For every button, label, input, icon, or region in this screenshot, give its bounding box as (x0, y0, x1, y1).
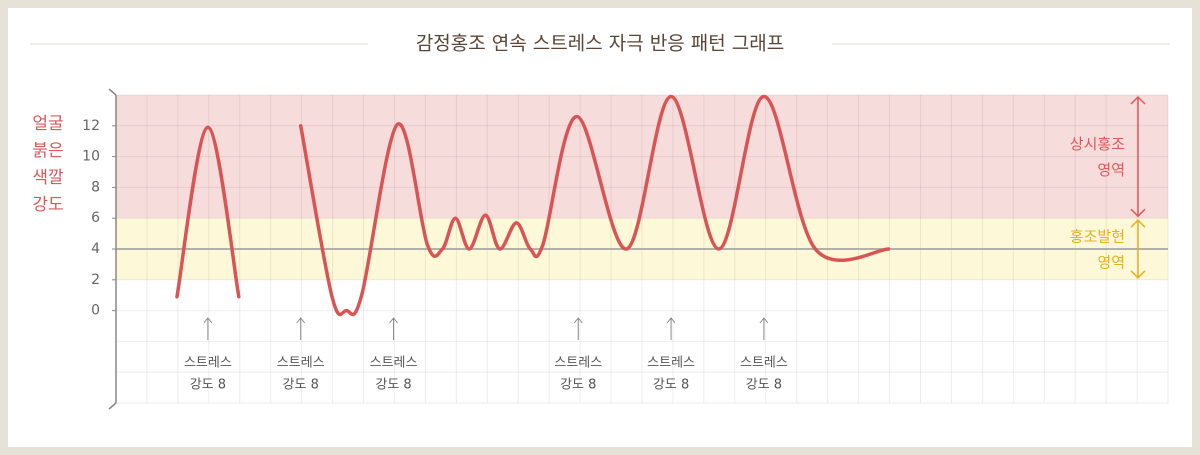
band-label: 상시홍조 (1070, 135, 1125, 153)
band-arrow (1130, 270, 1146, 279)
y-axis-label: 붉은 (32, 141, 63, 161)
annotation-label: 강도 8 (746, 378, 782, 393)
y-tick-label: 12 (82, 118, 100, 134)
y-tick-label: 2 (91, 272, 100, 288)
y-tick-label: 10 (82, 149, 100, 165)
band-arrow (1130, 219, 1146, 228)
y-tick-label: 6 (91, 210, 100, 226)
annotation-label: 강도 8 (653, 378, 689, 393)
y-axis-label: 색깔 (32, 168, 64, 188)
y-tick-label: 4 (91, 241, 100, 257)
annotation-arrow (666, 317, 676, 324)
y-axis-label: 강도 (32, 195, 63, 215)
annotation-arrow (573, 317, 583, 324)
y-tick-label: 8 (91, 179, 100, 195)
annotation-label: 스트레스 (740, 356, 788, 371)
annotation-label: 스트레스 (370, 356, 418, 371)
annotation-arrow (296, 317, 306, 324)
y-tick-label: 0 (91, 303, 100, 319)
annotation-label: 강도 8 (375, 378, 411, 393)
annotation-arrow (203, 317, 213, 324)
annotation-label: 강도 8 (190, 378, 226, 393)
annotation-label: 스트레스 (277, 356, 325, 371)
chart-title: 감정홍조 연속 스트레스 자극 반응 패턴 그래프 (416, 33, 784, 55)
band-label: 영역 (1097, 254, 1125, 272)
band-arrow (1130, 95, 1146, 105)
band-label: 영역 (1097, 161, 1125, 179)
annotation-label: 스트레스 (554, 356, 602, 371)
axis-cap (108, 402, 117, 410)
annotation-arrow (389, 317, 398, 324)
axis-cap (108, 88, 117, 96)
annotation-arrow (759, 317, 769, 324)
annotation-label: 스트레스 (647, 356, 695, 371)
annotation-label: 강도 8 (283, 378, 319, 393)
annotation-label: 강도 8 (560, 378, 596, 393)
annotation-label: 스트레스 (184, 356, 232, 371)
band-arrow (1130, 208, 1146, 218)
y-axis-label: 얼굴 (32, 114, 63, 134)
line (175, 94, 891, 317)
band-label: 홍조발현 (1070, 228, 1125, 246)
